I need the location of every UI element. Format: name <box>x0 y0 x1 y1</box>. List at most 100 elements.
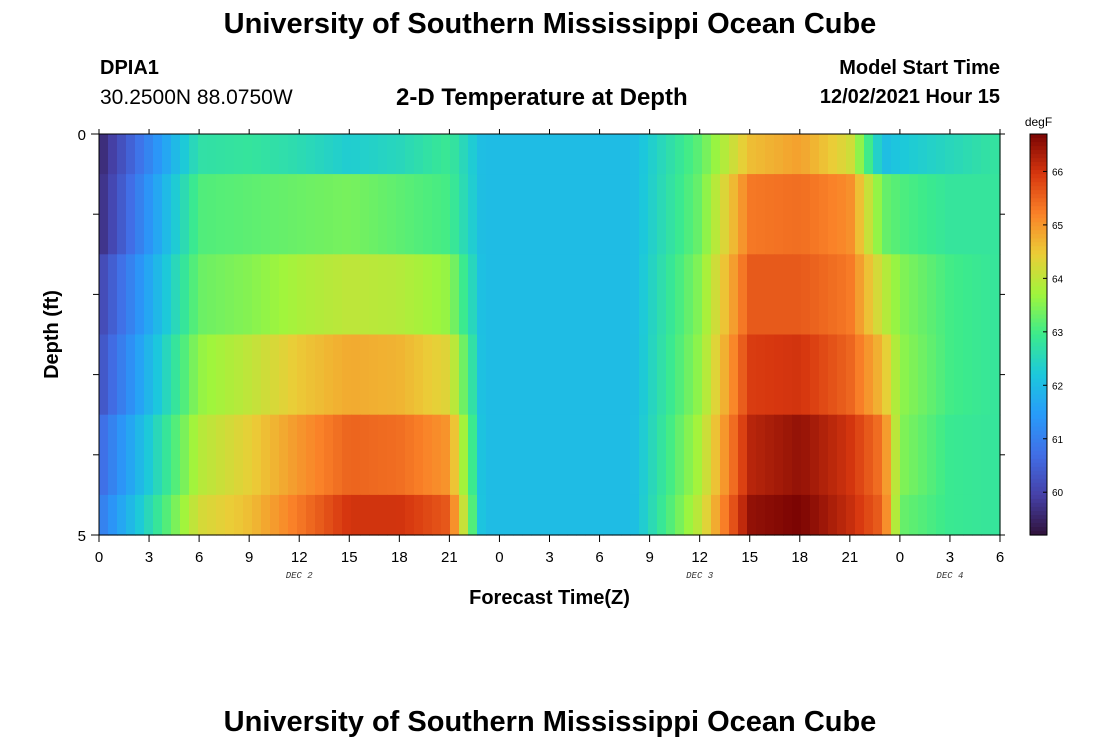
heatmap-cells <box>99 134 1001 536</box>
heatmap-cell <box>693 134 703 175</box>
heatmap-cell <box>909 134 919 175</box>
heatmap-cell <box>702 134 712 175</box>
heatmap-cell <box>243 174 253 255</box>
heatmap-cell <box>279 494 289 536</box>
heatmap-cell <box>342 494 352 536</box>
heatmap-cell <box>324 334 334 416</box>
heatmap-cell <box>171 494 181 536</box>
colorbar-tick-label: 60 <box>1052 488 1064 499</box>
heatmap-cell <box>144 414 154 496</box>
heatmap-cell <box>324 174 334 255</box>
heatmap-cell <box>828 254 838 336</box>
colorbar-segment <box>1030 182 1047 187</box>
heatmap-cell <box>513 134 523 175</box>
colorbar-segment <box>1030 242 1047 247</box>
heatmap-cell <box>297 254 307 336</box>
heatmap-cell <box>279 254 289 336</box>
heatmap-cell <box>792 254 802 336</box>
heatmap-cell <box>207 334 217 416</box>
heatmap-cell <box>576 174 586 255</box>
colorbar-segment <box>1030 206 1047 211</box>
heatmap-cell <box>117 134 127 175</box>
heatmap-cell <box>837 334 847 416</box>
heatmap-cell <box>819 334 829 416</box>
heatmap-cell <box>864 414 874 496</box>
heatmap-cell <box>423 414 433 496</box>
colorbar-segment <box>1030 334 1047 340</box>
heatmap-cell <box>612 174 622 255</box>
heatmap-cell <box>396 414 406 496</box>
heatmap-cell <box>567 334 577 416</box>
date-label: DEC 3 <box>686 571 714 581</box>
colorbar-segment <box>1030 434 1047 440</box>
colorbar-segment <box>1030 370 1047 376</box>
heatmap-cell <box>765 414 775 496</box>
date-label: DEC 4 <box>936 571 963 581</box>
heatmap-cell <box>729 134 739 175</box>
heatmap-cell <box>324 494 334 536</box>
heatmap-cell <box>252 134 262 175</box>
heatmap-cell <box>189 414 199 496</box>
heatmap-cell <box>279 134 289 175</box>
heatmap-cell <box>333 174 343 255</box>
heatmap-cell <box>945 174 955 255</box>
heatmap-cell <box>432 174 442 255</box>
heatmap-cell <box>567 134 577 175</box>
heatmap-cell <box>243 334 253 416</box>
colorbar-segment <box>1030 310 1047 316</box>
colorbar-segment <box>1030 350 1047 356</box>
heatmap-cell <box>657 414 667 496</box>
heatmap-cell <box>630 174 640 255</box>
heatmap-cell <box>396 134 406 175</box>
heatmap-cell <box>684 174 694 255</box>
colorbar-segment <box>1030 450 1047 456</box>
heatmap-cell <box>900 334 910 416</box>
heatmap-cell <box>234 414 244 496</box>
heatmap-cell <box>765 334 775 416</box>
colorbar-tick-label: 66 <box>1052 167 1064 178</box>
heatmap-cell <box>252 174 262 255</box>
heatmap-cell <box>189 254 199 336</box>
heatmap-cell <box>279 414 289 496</box>
heatmap-cell <box>459 134 469 175</box>
heatmap-cell <box>585 494 595 536</box>
heatmap-cell <box>882 334 892 416</box>
heatmap-cell <box>801 174 811 255</box>
heatmap-cell <box>162 494 172 536</box>
heatmap-cell <box>774 494 784 536</box>
heatmap-cell <box>225 414 235 496</box>
heatmap-cell <box>846 174 856 255</box>
colorbar-frame <box>1029 133 1048 536</box>
heatmap-cell <box>909 254 919 336</box>
heatmap-cell <box>603 494 613 536</box>
colorbar-segment <box>1030 146 1047 151</box>
heatmap-cell <box>414 414 424 496</box>
colorbar-segment <box>1030 366 1047 372</box>
heatmap-cell <box>450 174 460 255</box>
heatmap-cell <box>126 334 136 416</box>
colorbar-segment <box>1030 346 1047 352</box>
heatmap-cell <box>495 134 505 175</box>
heatmap-cell <box>315 414 325 496</box>
heatmap-cell <box>180 174 190 255</box>
heatmap-cell <box>675 414 685 496</box>
heatmap-cell <box>108 334 118 416</box>
colorbar-segment <box>1030 466 1047 472</box>
heatmap-cell <box>900 134 910 175</box>
heatmap-cell <box>783 334 793 416</box>
heatmap-cell <box>963 134 973 175</box>
heatmap-cell <box>180 134 190 175</box>
colorbar-segment <box>1030 306 1047 312</box>
heatmap-cell <box>945 134 955 175</box>
heatmap-cell <box>252 334 262 416</box>
heatmap-cell <box>135 334 145 416</box>
heatmap-cell <box>693 174 703 255</box>
heatmap-cell <box>783 174 793 255</box>
heatmap-cell <box>99 494 109 536</box>
heatmap-cell <box>387 494 397 536</box>
heatmap-cell <box>261 334 271 416</box>
heatmap-cell <box>360 174 370 255</box>
heatmap-cell <box>396 494 406 536</box>
colorbar-segment <box>1030 426 1047 432</box>
heatmap-cell <box>522 254 532 336</box>
